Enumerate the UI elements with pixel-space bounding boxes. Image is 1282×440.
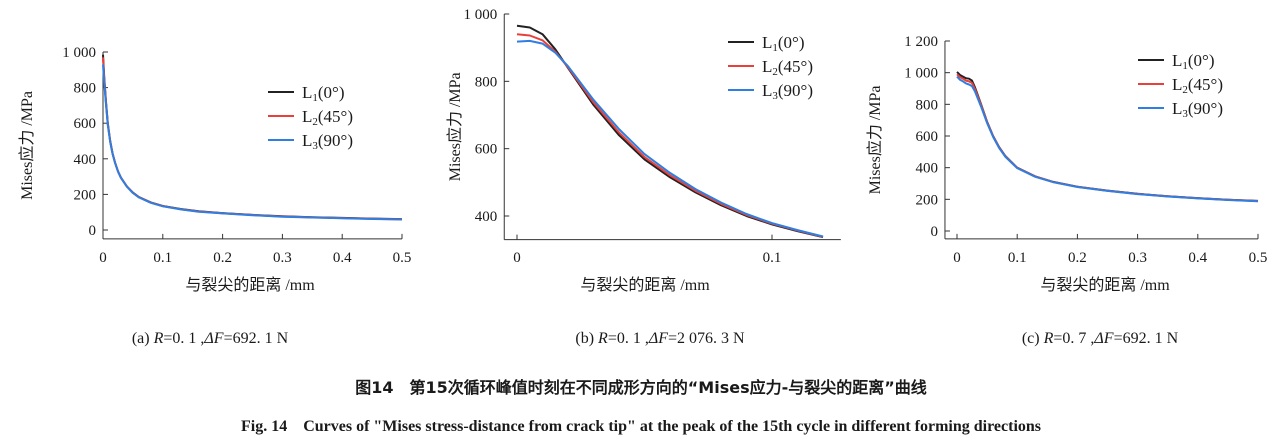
subcaption-b-r-symbol: R [598,330,608,347]
figure-caption-chinese: 图14 第15次循环峰值时刻在不同成形方向的“Mises应力-与裂尖的距离”曲线 [355,378,927,397]
legend-label-b-3: L3(90°) [762,81,813,102]
subcaption-c: (c) R=0. 7 ,ΔF=692. 1 N [950,330,1250,348]
legend-label-c-2: L2(45°) [1172,75,1223,96]
subcaption-c-f-symbol: ΔF [1094,330,1114,347]
x-tick-label-c: 0.2 [1068,250,1087,266]
x-tick-label-c: 0.5 [1249,250,1268,266]
legend-label-c-3: L3(90°) [1172,99,1223,120]
figure-caption-english: Fig. 14 Curves of "Mises stress-distance… [240,418,1042,435]
x-tick-label-c: 0.4 [1188,250,1207,266]
legend-label-a-2: L2(45°) [302,107,353,128]
y-tick-label-b: 400 [475,209,498,225]
x-tick-label-a: 0 [99,250,107,266]
x-tick-label-b: 0.1 [763,250,782,266]
x-tick-label-b: 0 [513,250,521,266]
series-line-a-2 [102,57,403,221]
chart-panel-c: 0 200 400 600 800 1 000 1 200 0 0.1 0.2 0.3 0.4 0.5 M… [865,34,1267,294]
x-tick-label-a: 0.5 [393,250,412,266]
subcaption-a-r-symbol: R [153,330,164,347]
subcaption-a-f-symbol: ΔF [204,330,224,347]
series-line-a-1 [102,54,403,221]
subcaption-b-prefix: (b) [575,330,599,347]
y-axis-label-c: Mises应力 /MPa [865,86,884,195]
subcaption-c-r-symbol: R [1043,330,1054,347]
y-tick-label-a: 0 [89,223,97,239]
y-tick-label-a: 800 [74,81,97,97]
subcaption-a-r-value: =0. 1 , [163,330,205,347]
x-axis-label-a: 与裂尖的距离 /mm [185,276,315,294]
subcaption-a-prefix: (a) [131,330,154,347]
subcaption-b-r-value: =0. 1 , [607,330,649,347]
y-axis-label-b: Mises应力 /MPa [445,72,464,181]
chart-panel-a: 0 200 400 600 800 1 000 0 0.1 0.2 0.3 0.4 0.5 Mises应… [17,45,411,294]
x-axis-label-c: 与裂尖的距离 /mm [1040,276,1170,294]
x-tick-label-a: 0.3 [273,250,292,266]
x-tick-label-c: 0.3 [1128,250,1147,266]
y-tick-label-b: 800 [475,74,498,90]
subcaption-a: (a) R=0. 1 ,ΔF=692. 1 N [60,330,360,348]
y-tick-label-c: 800 [915,97,938,113]
legend-label-b-2: L2(45°) [762,57,813,78]
subcaption-a-f-value: =692. 1 N [223,330,289,347]
legend-label-b-1: L1(0°) [762,33,805,54]
x-tick-label-a: 0.1 [153,250,172,266]
legend-label-c-1: L1(0°) [1172,51,1215,72]
subcaption-c-prefix: (c) [1021,330,1044,347]
x-tick-label-a: 0.4 [333,250,352,266]
y-tick-label-a: 600 [74,116,97,132]
x-tick-label-a: 0.2 [213,250,232,266]
y-tick-label-c: 1 000 [904,66,938,82]
legend-label-a-1: L1(0°) [302,83,345,104]
y-tick-label-b: 1 000 [464,7,498,23]
x-tick-label-c: 0 [953,250,961,266]
subcaption-b-f-value: =2 076. 3 N [668,330,745,347]
chart-panel-b: 400 600 800 1 000 0 0.1 Mises应力 /MPa 与裂尖的距离 /mm… [445,7,841,294]
y-tick-label-a: 400 [74,152,97,168]
subcaption-c-r-value: =0. 7 , [1053,330,1095,347]
y-tick-label-c: 200 [915,192,938,208]
subcaption-c-f-value: =692. 1 N [1113,330,1179,347]
series-line-c-3 [956,75,1259,203]
y-tick-label-c: 0 [930,224,938,240]
y-tick-label-c: 400 [915,161,938,177]
x-tick-label-c: 0.1 [1008,250,1027,266]
y-tick-label-c: 600 [915,129,938,145]
subcaption-b: (b) R=0. 1 ,ΔF=2 076. 3 N [500,330,820,348]
y-tick-label-a: 200 [74,187,97,203]
x-axis-label-b: 与裂尖的距离 /mm [580,276,710,294]
legend-label-a-3: L3(90°) [302,131,353,152]
subcaption-b-f-symbol: ΔF [648,330,669,347]
y-tick-label-c: 1 200 [904,34,938,50]
y-axis-label-a: Mises应力 /MPa [17,91,36,200]
series-line-a-3 [102,64,403,221]
y-tick-label-a: 1 000 [62,45,96,61]
y-tick-label-b: 600 [475,142,498,158]
figure-charts: 0 200 400 600 800 1 000 0 0.1 0.2 0.3 0.4 0.5 Mises应… [17,7,1267,294]
series-line-b-3 [516,39,824,238]
